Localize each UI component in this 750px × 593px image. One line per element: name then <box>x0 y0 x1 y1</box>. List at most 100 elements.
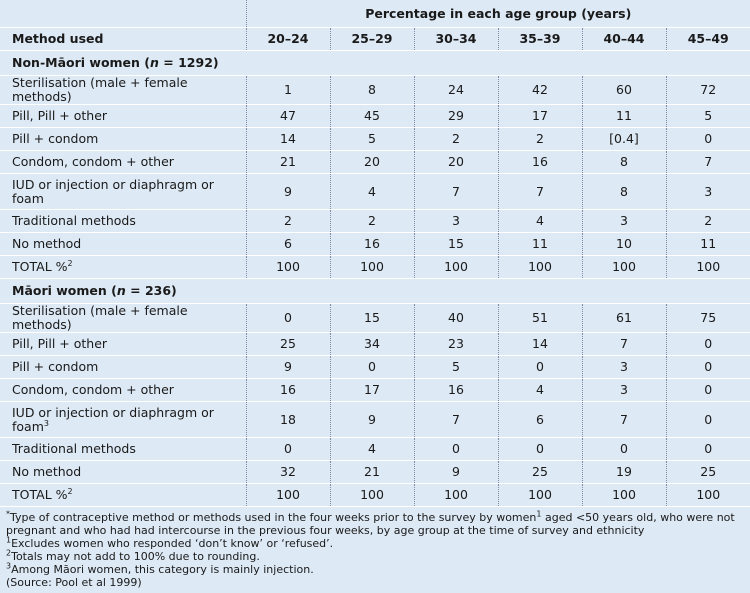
row-label-text: No method <box>12 464 82 479</box>
value-cell: 0 <box>245 303 330 333</box>
value-cell: 23 <box>413 332 498 356</box>
value-cell: 60 <box>581 75 666 105</box>
row-label-text: TOTAL % <box>12 487 68 502</box>
footnote-mark: 1 <box>6 535 12 545</box>
value-cell: 17 <box>497 104 582 128</box>
age-header: 30–34 <box>413 27 498 51</box>
value-cell: 4 <box>329 173 414 210</box>
footnote-text: (Source: Pool et al 1999) <box>6 576 142 589</box>
value-cell: 10 <box>581 232 666 256</box>
value-cell: 72 <box>665 75 750 105</box>
row-label: Pill, Pill + other <box>0 332 246 356</box>
value-cell: 25 <box>497 460 582 484</box>
section-title-part: n <box>150 55 159 70</box>
value-cell: 4 <box>329 437 414 461</box>
row-label: Pill + condom <box>0 355 246 379</box>
row-label: Sterilisation (male + female methods) <box>0 75 246 105</box>
value-cell: 0 <box>497 355 582 379</box>
value-cell: 3 <box>581 209 666 233</box>
value-cell: 14 <box>497 332 582 356</box>
data-row: No method 6 16 15 11 10 11 <box>0 232 750 256</box>
value-cell: 3 <box>581 355 666 379</box>
value-cell: 100 <box>413 483 498 507</box>
value-cell: 9 <box>413 460 498 484</box>
value-cell: 6 <box>497 401 582 438</box>
value-cell: 42 <box>497 75 582 105</box>
value-cell: 100 <box>413 255 498 279</box>
age-header: 40–44 <box>581 27 666 51</box>
footnotes: *Type of contraceptive method or methods… <box>0 507 750 589</box>
value-cell: 25 <box>245 332 330 356</box>
footnote: 1Excludes women who responded ‘don’t kno… <box>6 535 744 550</box>
value-cell: 9 <box>245 355 330 379</box>
section-title-part: = 1292) <box>158 55 219 70</box>
value-cell: [0.4] <box>581 127 666 151</box>
value-cell: 34 <box>329 332 414 356</box>
value-cell: 7 <box>413 401 498 438</box>
data-row: Pill + condom 14 5 2 2 [0.4] 0 <box>0 127 750 151</box>
section-title: Non-Māori women (n = 1292) <box>0 50 750 76</box>
row-label-text: IUD or injection or diaphragm or foam <box>12 176 214 206</box>
value-cell: 2 <box>497 127 582 151</box>
footnote: (Source: Pool et al 1999) <box>6 576 744 589</box>
value-cell: 29 <box>413 104 498 128</box>
row-label-text: Sterilisation (male + female methods) <box>12 303 188 332</box>
value-cell: 5 <box>665 104 750 128</box>
data-row: Pill + condom 9 0 5 0 3 0 <box>0 355 750 379</box>
age-header: 35–39 <box>497 27 582 51</box>
value-cell: 21 <box>245 150 330 174</box>
value-cell: 4 <box>497 378 582 402</box>
value-cell: 40 <box>413 303 498 333</box>
value-cell: 15 <box>329 303 414 333</box>
value-cell: 0 <box>665 332 750 356</box>
row-label-text: IUD or injection or diaphragm or foam <box>12 404 214 434</box>
value-cell: 100 <box>497 483 582 507</box>
data-row: IUD or injection or diaphragm or foam 9 4 7… <box>0 173 750 210</box>
footnote-text: Totals may not add to 100% due to roundi… <box>11 550 260 563</box>
value-cell: 20 <box>413 150 498 174</box>
value-cell: 2 <box>665 209 750 233</box>
row-label-text: TOTAL % <box>12 259 68 274</box>
row-label: Pill, Pill + other <box>0 104 246 128</box>
value-cell: 2 <box>245 209 330 233</box>
value-cell: 100 <box>497 255 582 279</box>
data-row: Pill, Pill + other 47 45 29 17 11 5 <box>0 104 750 128</box>
value-cell: 0 <box>665 437 750 461</box>
row-label: IUD or injection or diaphragm or foam3 <box>0 401 246 438</box>
value-cell: 0 <box>665 127 750 151</box>
value-cell: 0 <box>329 355 414 379</box>
value-cell: 7 <box>413 173 498 210</box>
footnote-text: Type of contraceptive method or methods … <box>10 511 537 524</box>
value-cell: 5 <box>413 355 498 379</box>
footnote-mark: 3 <box>6 561 12 571</box>
value-cell: 15 <box>413 232 498 256</box>
value-cell: 2 <box>329 209 414 233</box>
section-title: Māori women (n = 236) <box>0 278 750 304</box>
row-label: Condom, condom + other <box>0 378 246 402</box>
data-row: IUD or injection or diaphragm or foam3 18… <box>0 401 750 438</box>
data-row: No method 32 21 9 25 19 25 <box>0 460 750 484</box>
footnote-text: Among Māori women, this category is main… <box>11 563 314 576</box>
footnote-ref: 2 <box>67 258 73 268</box>
value-cell: 47 <box>245 104 330 128</box>
value-cell: 32 <box>245 460 330 484</box>
row-label-text: Pill, Pill + other <box>12 336 108 351</box>
row-label: Pill + condom <box>0 127 246 151</box>
age-header: 45–49 <box>665 27 750 51</box>
value-cell: 11 <box>665 232 750 256</box>
value-cell: 9 <box>245 173 330 210</box>
section-title-part: Non-Māori women ( <box>12 55 151 70</box>
footnote: 3Among Māori women, this category is mai… <box>6 561 744 576</box>
value-cell: 100 <box>665 255 750 279</box>
value-cell: 0 <box>497 437 582 461</box>
header-row: Percentage in each age group (years) <box>0 0 750 28</box>
footnote-text: Excludes women who responded ‘don’t know… <box>11 537 334 550</box>
data-row: Condom, condom + other 21 20 20 16 8 7 <box>0 150 750 174</box>
value-cell: 7 <box>497 173 582 210</box>
footnote-mark: * <box>6 509 10 519</box>
value-cell: 7 <box>581 332 666 356</box>
method-header: Method used <box>0 27 246 51</box>
row-label: No method <box>0 232 246 256</box>
section-row: Māori women (n = 236) <box>0 278 750 304</box>
